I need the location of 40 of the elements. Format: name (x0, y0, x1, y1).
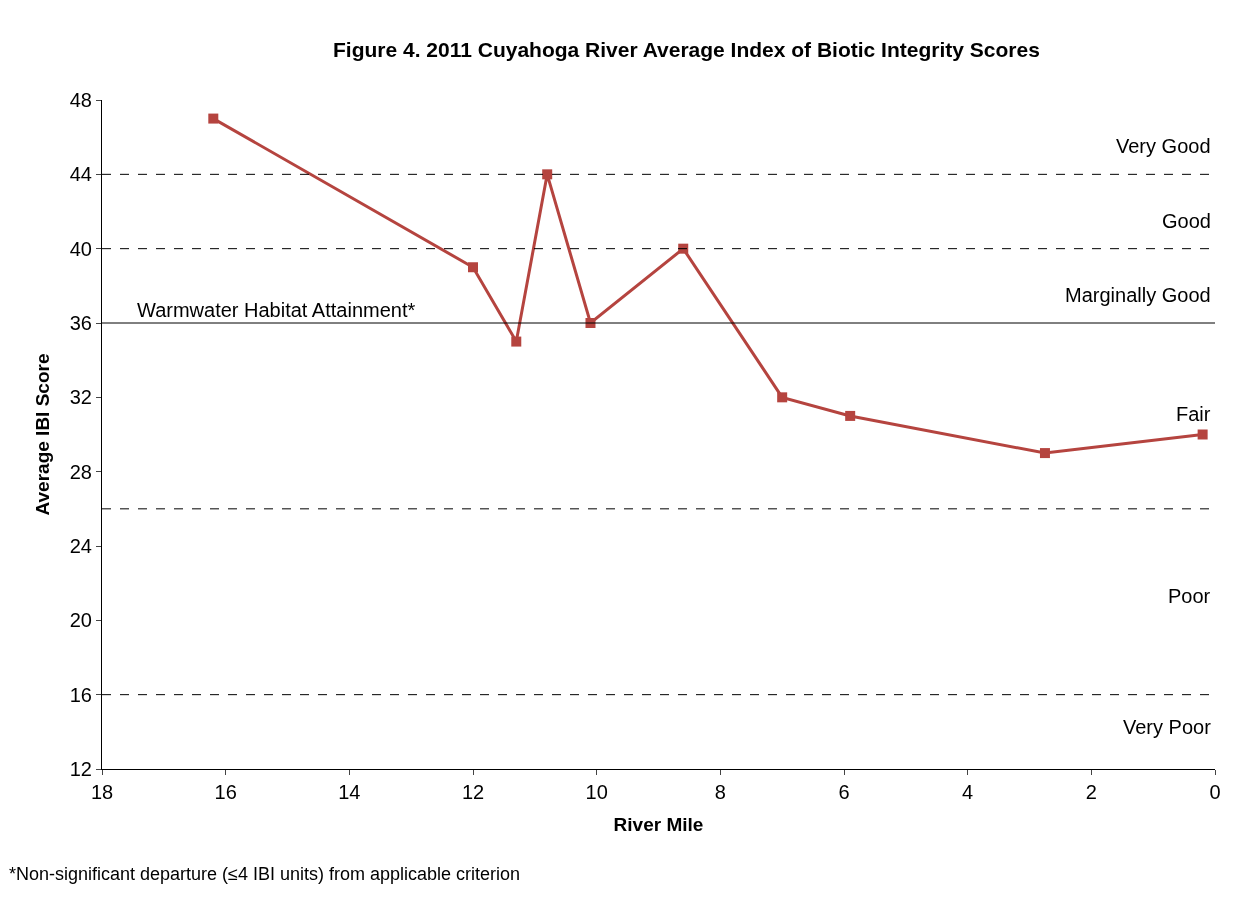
y-tick-label: 20 (69, 609, 92, 632)
point (1039, 448, 1050, 459)
point (468, 262, 478, 273)
point (678, 243, 689, 254)
ref-line-label: Warmwater Habitat Attainment* (137, 299, 416, 321)
annotation: Good (1162, 210, 1211, 232)
annotation: Poor (1168, 585, 1211, 607)
y-tick-label: 32 (69, 386, 92, 409)
x-tick-label: 2 (1085, 781, 1097, 803)
point (511, 336, 522, 347)
point (845, 410, 856, 421)
annotation: Fair (1176, 403, 1211, 425)
y-tick-label: 16 (69, 683, 92, 706)
y-tick-label: 36 (69, 312, 92, 334)
x-tick-label: 4 (962, 781, 974, 803)
x-tick-label: 14 (338, 781, 361, 803)
x-tick-label: 16 (214, 781, 237, 803)
point (542, 169, 553, 180)
point (208, 113, 219, 124)
x-tick-label: 8 (714, 781, 726, 803)
x-tick-label: 10 (585, 781, 608, 803)
y-tick-label: 40 (69, 237, 92, 260)
y-tick-label: 12 (69, 758, 92, 780)
x-tick-label: 18 (90, 781, 114, 803)
x-tick-label: 12 (461, 781, 485, 803)
annotation: Marginally Good (1065, 284, 1211, 306)
annotation: Very Poor (1123, 716, 1212, 738)
annotation: Very Good (1116, 135, 1211, 157)
text: *Non-significant departure (≤4 IBI units) from applicable criterion (9, 864, 521, 884)
chart-title: Figure 4. 2011 Cuyahoga River Average Index of Biotic Integrity Scores (332, 38, 1040, 62)
y-tick-label: 48 (69, 89, 92, 111)
x-tick-label: 6 (838, 781, 850, 803)
x-axis-title: River Mile (613, 813, 704, 835)
x-tick-label: 0 (1209, 781, 1221, 803)
y-axis-title: Average IBI Score (31, 353, 53, 516)
point (777, 392, 788, 403)
y-tick-label: 44 (69, 163, 92, 186)
point (1197, 429, 1208, 440)
y-tick-label: 28 (69, 460, 92, 483)
y-tick-label: 24 (69, 535, 92, 557)
